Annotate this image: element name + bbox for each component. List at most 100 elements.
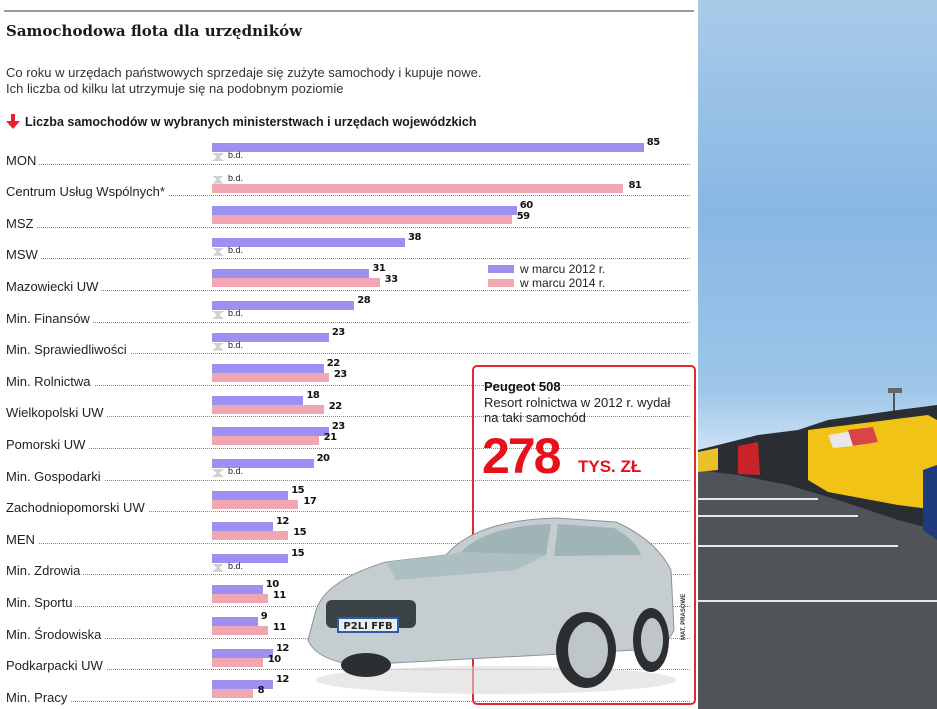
callout-heading: Peugeot 508	[484, 379, 561, 394]
bar-value: 17	[303, 495, 317, 507]
chart-row: Centrum Usług Wspólnych* b.d. 81	[0, 169, 690, 201]
legend-swatch	[488, 279, 514, 287]
leader-dots	[6, 384, 690, 386]
top-rule	[4, 10, 694, 12]
bar-2012	[212, 364, 324, 374]
bar-2012	[212, 680, 273, 690]
no-data-icon	[212, 153, 224, 161]
parked-cars	[698, 388, 937, 540]
category-label: Min. Gospodarki	[6, 468, 104, 484]
leader-dots	[6, 163, 690, 165]
chart-row: MSW 38 b.d.	[0, 232, 690, 264]
bar-value: 20	[316, 453, 330, 464]
leader-dots	[6, 574, 690, 576]
chart-heading-text: Liczba samochodów w wybranych ministerst…	[25, 115, 477, 129]
category-label: Min. Sprawiedliwości	[6, 342, 130, 358]
category-label: Min. Rolnictwa	[6, 373, 94, 389]
bar-2012	[212, 522, 273, 532]
bar-2012	[212, 301, 355, 310]
bar-2014	[212, 373, 329, 383]
bar-2012	[212, 237, 406, 247]
category-label: Min. Zdrowia	[6, 563, 84, 579]
bar-value: 11	[272, 590, 286, 602]
bar-2014	[212, 183, 624, 193]
chart-row: Min. Rolnictwa 22 23	[0, 358, 690, 390]
chart-row: Zachodniopomorski UW 15 17	[0, 485, 690, 517]
no-data-label: b.d.	[228, 150, 244, 160]
leader-dots	[6, 542, 690, 544]
bar-value: 33	[384, 274, 398, 286]
bar-2012	[212, 332, 329, 342]
bar-value: 8	[257, 685, 265, 697]
bar-value: 15	[293, 527, 307, 539]
no-data-icon	[212, 469, 224, 477]
no-data-icon	[212, 311, 224, 319]
bar-value: 38	[408, 231, 421, 243]
bar-value: 18	[306, 389, 320, 401]
chart-row: Podkarpacki UW 12 10	[0, 643, 690, 675]
bar-value: 28	[357, 295, 371, 306]
chart-row: Pomorski UW 23 21	[0, 421, 690, 453]
no-data-label: b.d.	[228, 339, 244, 350]
category-label: Min. Środowiska	[6, 626, 105, 642]
bar-value: 85	[646, 137, 660, 148]
chart-row: Min. Gospodarki 20 b.d.	[0, 453, 690, 485]
chart-row: Mazowiecki UW 31 33	[0, 263, 690, 295]
chart-heading: Liczba samochodów w wybranych ministerst…	[6, 114, 477, 130]
parking-lot-photo	[698, 0, 937, 709]
leader-dots	[6, 353, 690, 355]
no-data-label: b.d.	[228, 308, 244, 318]
subtitle: Co roku w urzędach państwowych sprzedaje…	[6, 65, 606, 97]
bar-2012	[212, 648, 273, 658]
chart-row: MEN 12 15	[0, 516, 690, 548]
bar-2014	[212, 689, 253, 699]
chart-row: MSZ 60 59	[0, 200, 690, 232]
bar-2012	[212, 459, 314, 468]
car-image: P2LI FFB	[307, 517, 676, 694]
bar-2012	[212, 427, 329, 437]
bar-value: 23	[331, 326, 345, 338]
bar-2012	[212, 269, 370, 279]
bar-value: 15	[291, 547, 305, 559]
bar-value: 23	[331, 421, 345, 433]
no-data-icon	[212, 175, 224, 184]
bar-2014	[212, 657, 263, 667]
bar-value: 12	[275, 674, 289, 686]
photo-credit: MAT. PRASOWE	[681, 593, 687, 640]
leader-dots	[6, 289, 690, 291]
category-label: Pomorski UW	[6, 436, 89, 452]
bar-value: 9	[260, 611, 268, 622]
bar-2012	[212, 395, 304, 405]
category-label: Min. Finansów	[6, 310, 93, 326]
subtitle-line: Co roku w urzędach państwowych sprzedaje…	[6, 65, 482, 80]
callout-amount: 278	[482, 428, 561, 484]
bar-2014	[212, 531, 289, 541]
bar-value: 10	[267, 653, 281, 665]
bar-value: 12	[275, 516, 289, 528]
leader-dots	[6, 479, 690, 481]
leader-dots	[6, 321, 690, 323]
bar-value: 59	[516, 211, 530, 223]
no-data-label: b.d.	[228, 172, 244, 183]
subtitle-line: Ich liczba od kilku lat utrzymuje się na…	[6, 81, 344, 96]
no-data-label: b.d.	[228, 466, 244, 476]
category-label: Centrum Usług Wspólnych*	[6, 184, 168, 200]
category-label: MSW	[6, 247, 41, 263]
bar-value: 23	[333, 369, 347, 381]
legend-item-2012: w marcu 2012 r.	[488, 262, 608, 276]
bar-2012	[212, 206, 517, 216]
category-label: Mazowiecki UW	[6, 278, 102, 294]
bar-value: 60	[519, 200, 533, 212]
legend-label: w marcu 2014 r.	[520, 276, 606, 290]
bar-value: 12	[275, 642, 289, 654]
leader-dots	[6, 700, 690, 702]
bar-value: 81	[628, 179, 642, 191]
leader-dots	[6, 258, 690, 260]
chart-row: MON 85 b.d.	[0, 137, 690, 169]
price-callout: Peugeot 508 Resort rolnictwa w 2012 r. w…	[472, 365, 696, 705]
no-data-label: b.d.	[228, 560, 244, 571]
leader-dots	[6, 226, 690, 228]
leader-dots	[6, 511, 690, 513]
category-label: MEN	[6, 531, 38, 547]
bar-2012	[212, 490, 289, 500]
